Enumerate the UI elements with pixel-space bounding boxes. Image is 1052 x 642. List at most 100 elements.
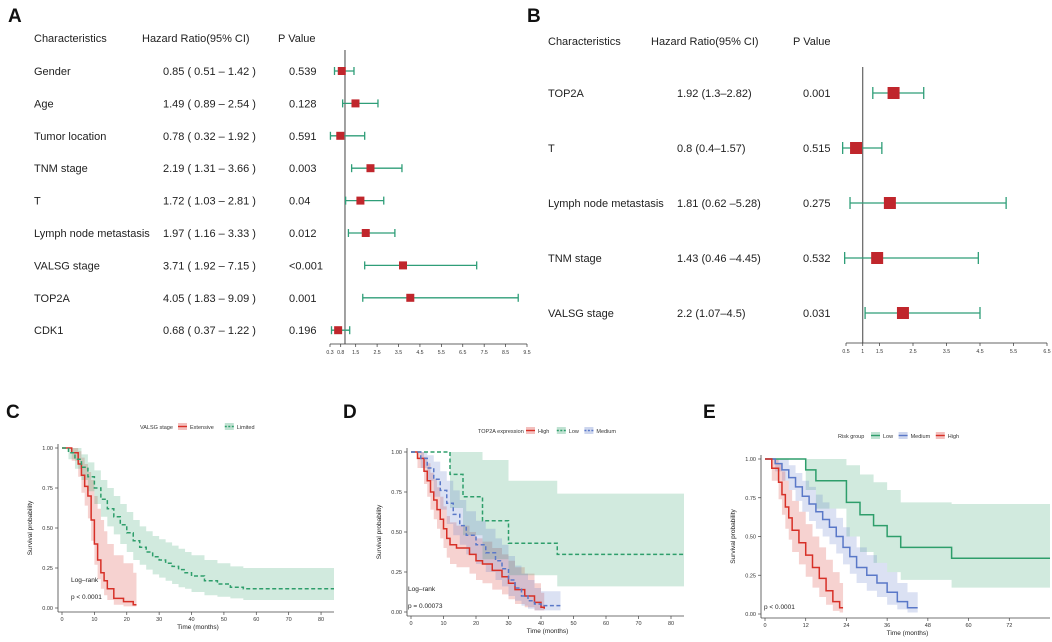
forest-plot-b: Characteristics Hazard Ratio(95% CI) P Val… (548, 36, 1051, 355)
y-tick-label: 0.75 (745, 496, 756, 502)
x-tick-label: 0.5 (842, 349, 849, 355)
survival-curve-medium (411, 451, 561, 607)
forest-plot-a: Characteristics Hazard Ratio(95% CI) P Val… (34, 33, 531, 356)
y-tick-label: 0.00 (42, 606, 53, 612)
row-hazard-ratio: 4.05 ( 1.83 – 9.09 ) (163, 293, 256, 305)
row-p-value: <0.001 (289, 260, 323, 272)
hr-point (351, 99, 360, 108)
x-tick-label: 36 (884, 623, 890, 629)
hr-point (361, 229, 370, 237)
y-tick-label: 0.75 (42, 486, 53, 492)
x-tick-label: 5.5 (1010, 349, 1017, 355)
hr-point (887, 87, 900, 99)
legend-entry-low: Low (883, 434, 893, 440)
x-tick-label: 0 (763, 623, 766, 629)
row-label: TOP2A (34, 293, 71, 305)
row-p-value: 0.031 (803, 308, 831, 320)
x-tick-label: 70 (286, 617, 292, 623)
hr-point (337, 67, 346, 75)
legend-entry-high: High (538, 429, 549, 435)
y-tick-label: 0.00 (745, 612, 756, 618)
row-p-value: 0.539 (289, 66, 317, 78)
y-tick-label: 0.50 (745, 535, 756, 541)
hr-point (883, 197, 896, 209)
survival-curve-high (765, 458, 844, 609)
row-p-value: 0.04 (289, 196, 310, 208)
row-label: TNM stage (548, 253, 602, 265)
legend-entry-high: High (948, 434, 959, 440)
row-label: CDK1 (34, 325, 63, 337)
x-tick-label: 4.5 (976, 349, 983, 355)
x-tick-label: 6.5 (459, 350, 466, 356)
x-tick-label: 30 (505, 621, 511, 627)
x-tick-label: 60 (966, 623, 972, 629)
row-hazard-ratio: 2.19 ( 1.31 – 3.66 ) (163, 163, 256, 175)
x-axis-title: Time (months) (527, 628, 569, 635)
x-tick-label: 4.5 (416, 350, 423, 356)
x-tick-label: 50 (221, 617, 227, 623)
legend-entry-limited: Limited (237, 425, 255, 431)
row-hazard-ratio: 0.85 ( 0.51 – 1.42 ) (163, 66, 256, 78)
ci-band-medium (411, 452, 561, 611)
row-hazard-ratio: 1.43 (0.46 –4.45) (677, 253, 761, 265)
survival-curve-low (411, 451, 684, 556)
row-hazard-ratio: 0.8 (0.4–1.57) (677, 143, 746, 155)
x-tick-label: 40 (538, 621, 544, 627)
x-tick-label: 30 (156, 617, 162, 623)
row-label: VALSG stage (34, 260, 100, 272)
y-tick-label: 0.50 (391, 530, 402, 536)
header-characteristics: Characteristics (34, 33, 107, 45)
panel-label-b: B (527, 6, 541, 27)
legend-title: VALSG stage (140, 425, 173, 431)
row-p-value: 0.532 (803, 253, 831, 265)
panel-label-e: E (703, 402, 716, 423)
panel-label-c: C (6, 402, 20, 423)
legend-title: TOP2A expression (478, 429, 524, 435)
hr-point (406, 293, 415, 302)
row-label: T (548, 143, 555, 155)
hr-point (871, 252, 884, 264)
x-tick-label: 5.5 (438, 350, 445, 356)
row-p-value: 0.003 (289, 163, 317, 175)
x-tick-label: 0.3 (326, 350, 333, 356)
x-tick-label: 0 (60, 617, 63, 623)
row-label: Lymph node metastasis (34, 228, 150, 240)
x-tick-label: 2.5 (373, 350, 380, 356)
x-axis-title: Time (months) (887, 630, 929, 637)
hr-point (356, 196, 365, 205)
row-hazard-ratio: 3.71 ( 1.92 – 7.15 ) (163, 260, 256, 272)
legend: TOP2A expression High Low Medium (478, 427, 616, 435)
x-tick-label: 72 (1006, 623, 1012, 629)
km-plot-d: TOP2A expression High Low Medium 0.00 0.25 0.5… (376, 427, 684, 635)
row-p-value: 0.196 (289, 325, 317, 337)
row-p-value: 0.128 (289, 98, 317, 110)
row-label: Age (34, 98, 54, 110)
x-tick-label: 9.5 (523, 350, 530, 356)
survival-curve-high (411, 451, 545, 609)
hr-point (850, 142, 863, 154)
row-label: T (34, 196, 41, 208)
x-tick-label: 60 (603, 621, 609, 627)
y-tick-label: 0.25 (745, 573, 756, 579)
x-tick-label: 24 (843, 623, 849, 629)
x-tick-label: 60 (253, 617, 259, 623)
header-hazard-ratio: Hazard Ratio(95% CI) (142, 33, 250, 45)
row-hazard-ratio: 1.81 (0.62 –5.28) (677, 198, 761, 210)
row-p-value: 0.515 (803, 143, 831, 155)
x-tick-label: 40 (188, 617, 194, 623)
x-tick-label: 12 (803, 623, 809, 629)
ci-band-high (411, 452, 545, 611)
survival-curve-limited (62, 447, 334, 590)
ci-band-high (765, 459, 844, 613)
x-tick-label: 1.5 (876, 349, 883, 355)
hr-point (896, 307, 909, 319)
row-p-value: 0.001 (289, 293, 317, 305)
panel-label-a: A (8, 6, 22, 27)
row-hazard-ratio: 0.78 ( 0.32 – 1.92 ) (163, 131, 256, 143)
y-tick-label: 0.25 (42, 566, 53, 572)
row-label: TOP2A (548, 88, 585, 100)
x-tick-label: 3.5 (395, 350, 402, 356)
ci-band-extensive (62, 448, 137, 607)
km-plot-c: VALSG stage Extensive Limited 0.00 0.25 0.50 0… (27, 423, 334, 631)
legend-entry-low: Low (569, 429, 579, 435)
